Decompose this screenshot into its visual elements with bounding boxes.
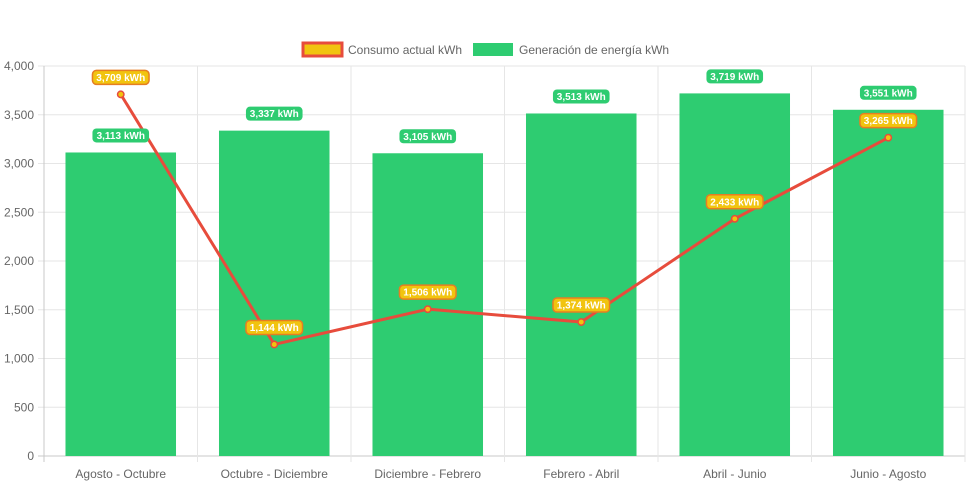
x-tick-label: Abril - Junio <box>703 467 767 481</box>
data-label-consumo-bg <box>91 69 150 86</box>
data-label-consumo: 3,265 kWh <box>859 112 918 129</box>
data-label-generacion-text: 3,113 kWh <box>97 131 145 142</box>
data-label-consumo-text: 3,265 kWh <box>864 116 913 127</box>
data-label-consumo: 3,709 kWh <box>91 69 150 86</box>
data-label-generacion: 3,337 kWh <box>245 106 303 121</box>
data-label-generacion: 3,113 kWh <box>92 128 150 143</box>
data-label-consumo: 1,374 kWh <box>552 297 611 313</box>
y-tick-label: 0 <box>27 449 34 463</box>
y-tick-label: 3,500 <box>4 108 34 122</box>
bar-generacion[interactable] <box>372 153 484 456</box>
data-label-consumo: 2,433 kWh <box>705 194 764 210</box>
point-consumo[interactable] <box>116 90 125 99</box>
data-label-consumo-bg <box>245 319 304 336</box>
legend-item-consumo[interactable]: Consumo actual kWh <box>301 41 462 58</box>
data-label-generacion-bg <box>245 106 303 121</box>
data-label-generacion-text: 3,513 kWh <box>557 92 606 103</box>
data-label-consumo: 1,506 kWh <box>398 284 457 300</box>
y-tick-label: 2,500 <box>4 205 34 219</box>
legend-item-generacion[interactable]: Generación de energía kWh <box>473 43 669 57</box>
point-consumo[interactable] <box>423 305 432 314</box>
x-tick-label: Junio - Agosto <box>850 467 926 481</box>
point-consumo[interactable] <box>270 340 279 349</box>
legend: Consumo actual kWh Generación de energía… <box>301 41 669 58</box>
data-label-generacion-text: 3,719 kWh <box>710 72 759 83</box>
data-label-consumo-text: 1,144 kWh <box>250 323 299 334</box>
data-label-generacion-bg <box>706 69 764 84</box>
data-label-generacion-bg <box>92 128 150 143</box>
data-label-generacion: 3,513 kWh <box>552 89 610 104</box>
data-label-consumo-text: 2,433 kWh <box>710 197 759 208</box>
data-label-consumo-bg <box>705 194 764 210</box>
data-label-generacion-text: 3,105 kWh <box>403 132 452 143</box>
point-consumo[interactable] <box>577 318 586 326</box>
x-tick-label: Diciembre - Febrero <box>374 467 481 481</box>
data-label-consumo-text: 3,709 kWh <box>96 73 145 84</box>
x-tick-label: Agosto - Octubre <box>75 467 166 481</box>
legend-label-generacion: Generación de energía kWh <box>519 43 669 57</box>
legend-swatch-consumo <box>301 41 344 58</box>
data-label-generacion-bg <box>399 129 457 144</box>
bar-generacion[interactable] <box>679 93 791 457</box>
data-label-consumo-bg <box>552 297 611 313</box>
data-label-consumo-bg <box>859 112 918 129</box>
y-tick-label: 1,500 <box>4 303 34 317</box>
y-tick-label: 2,000 <box>4 254 34 268</box>
x-tick-label: Octubre - Diciembre <box>221 467 329 481</box>
data-label-generacion-bg <box>859 85 917 100</box>
grid-layer <box>38 65 966 462</box>
data-label-generacion: 3,105 kWh <box>399 129 457 144</box>
label-layer: 3,113 kWh 3,337 kWh 3,105 kWh 3,513 kWh 3,71… <box>91 69 918 336</box>
legend-swatch-generacion <box>473 43 513 56</box>
legend-label-consumo: Consumo actual kWh <box>348 43 462 57</box>
bar-layer <box>65 93 944 457</box>
data-label-generacion-bg <box>552 89 610 104</box>
data-label-generacion-text: 3,551 kWh <box>864 88 913 99</box>
data-label-consumo-text: 1,506 kWh <box>403 288 452 299</box>
y-tick-label: 1,000 <box>4 352 34 366</box>
axis-layer: 0 500 1,000 1,500 2,000 2,500 3,000 3,500 4,000 A… <box>4 59 927 481</box>
data-label-consumo: 1,144 kWh <box>245 319 304 336</box>
y-tick-label: 500 <box>14 400 34 414</box>
x-tick-label: Febrero - Abril <box>543 467 619 481</box>
data-label-consumo-text: 1,374 kWh <box>557 301 606 312</box>
data-label-generacion-text: 3,337 kWh <box>250 109 299 120</box>
point-consumo[interactable] <box>884 133 893 142</box>
y-tick-label: 3,000 <box>4 157 34 171</box>
data-label-consumo-bg <box>398 284 457 300</box>
point-consumo[interactable] <box>730 214 739 223</box>
bar-generacion[interactable] <box>218 130 330 456</box>
y-tick-label: 4,000 <box>4 59 34 73</box>
data-label-generacion: 3,551 kWh <box>859 85 917 100</box>
bar-generacion[interactable] <box>525 113 637 457</box>
bar-generacion[interactable] <box>65 152 177 457</box>
data-label-generacion: 3,719 kWh <box>706 69 764 84</box>
bar-generacion[interactable] <box>832 109 944 456</box>
